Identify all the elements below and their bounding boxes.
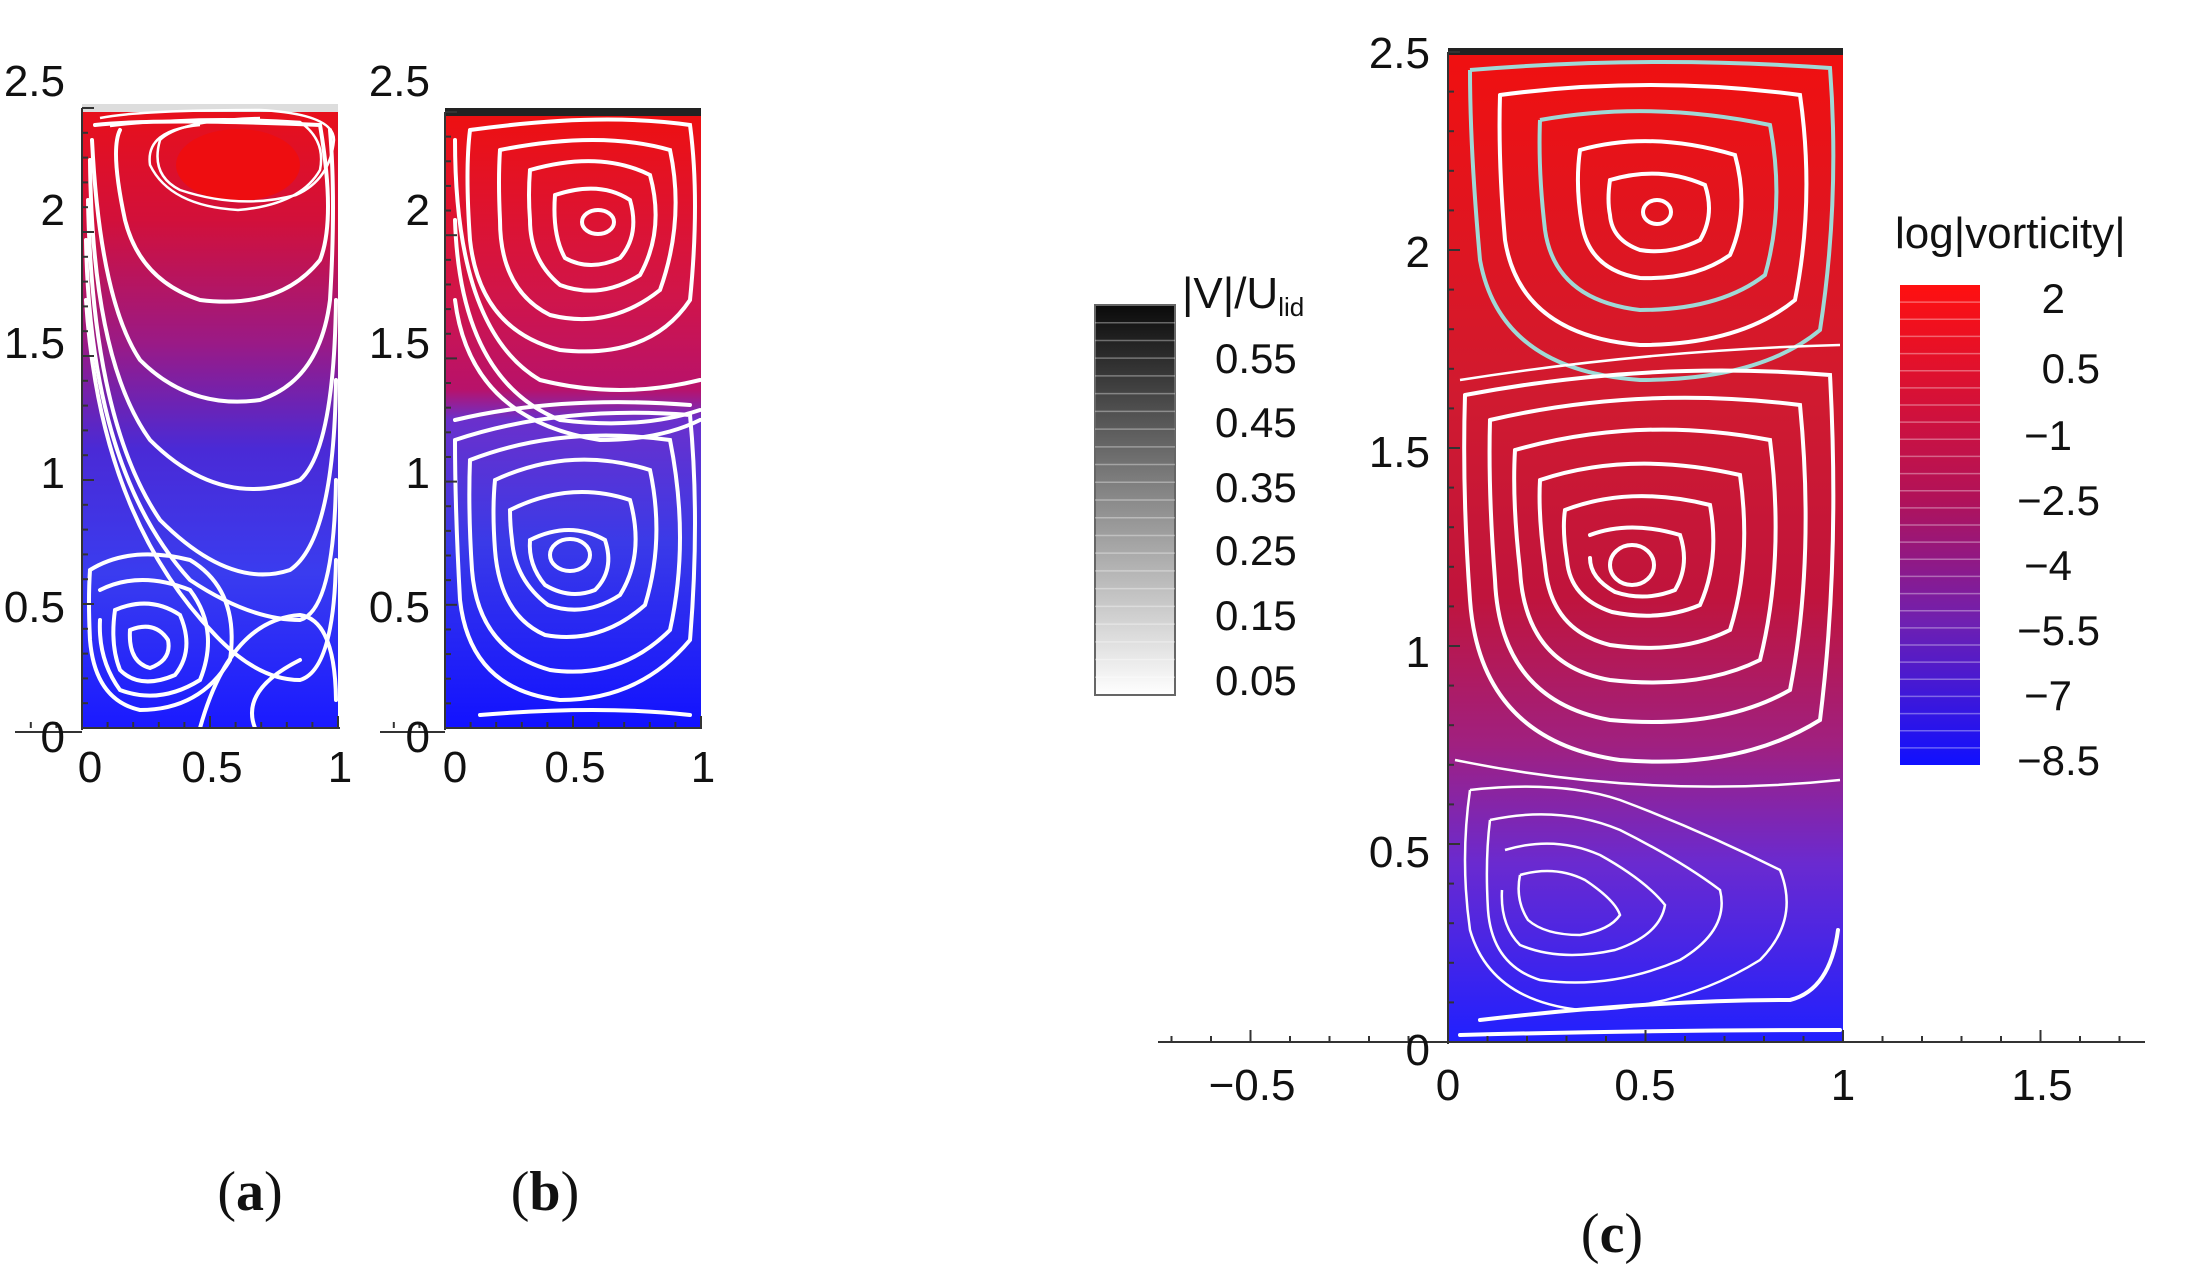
panel-b-x-tick-0: 0 (443, 743, 467, 792)
colorbar-vorticity-label-2: −1 (2024, 412, 2072, 459)
panel-b-ticks (392, 111, 702, 729)
colorbar-velocity-bands (1095, 321, 1175, 679)
colorbar-vorticity-label-5: −5.5 (2017, 607, 2100, 654)
panel-c-ticks (1170, 51, 2121, 1043)
panel-c-caption-letter: c (1600, 1203, 1625, 1265)
colorbar-velocity-title-subscript: lid (1278, 292, 1304, 322)
colorbar-velocity-label-0: 0.55 (1215, 335, 1297, 382)
colorbar-vorticity-label-1: 0.5 (2042, 345, 2100, 392)
panel-c-y-tick-1-5: 1.5 (1369, 428, 1430, 477)
panel-c-caption: (c) (1581, 1203, 1643, 1265)
colorbar-vorticity: log|vorticity| 2 0.5 −1 −2.5 −4 −5.5 −7 … (1895, 209, 2126, 784)
panel-b-y-tick-0-5: 0.5 (369, 583, 430, 632)
colorbar-vorticity-title: log|vorticity| (1895, 209, 2126, 258)
panel-a-top-vortex-core (176, 129, 300, 201)
colorbar-velocity-bar (1094, 304, 1176, 696)
colorbar-vorticity-bands (1900, 301, 1980, 749)
panel-c-y-tick-0: 0 (1406, 1026, 1430, 1075)
panel-a-x-tick-0: 0 (78, 743, 102, 792)
panel-b-caption-letter: b (529, 1161, 560, 1223)
panel-c-y-tick-1: 1 (1406, 628, 1430, 677)
panel-a-ticks (29, 107, 339, 729)
panel-a-streamlines (84, 108, 338, 730)
colorbar-vorticity-label-7: −8.5 (2017, 737, 2100, 784)
panel-b: 0 0.5 1 1.5 2 2.5 0 0.5 1 (b) (369, 57, 715, 1223)
panel-a: 0 0.5 1 1.5 2 2.5 0 0.5 1 (a) (4, 57, 352, 1223)
panel-c-x-tick-0-5: 0.5 (1614, 1061, 1675, 1110)
panel-a-caption-letter: a (236, 1161, 264, 1223)
panel-b-x-tick-0-5: 0.5 (544, 743, 605, 792)
panel-b-lid (445, 108, 701, 116)
panel-b-streamlines (453, 117, 702, 717)
colorbar-vorticity-bar (1900, 285, 1980, 765)
panel-c-y-tick-0-5: 0.5 (1369, 828, 1430, 877)
colorbar-velocity-title-main: |V|/U (1182, 269, 1278, 318)
panel-a-caption: (a) (217, 1161, 282, 1223)
colorbar-vorticity-label-6: −7 (2024, 672, 2072, 719)
panel-c-x-tick-1-5: 1.5 (2011, 1061, 2072, 1110)
panel-a-y-tick-0: 0 (41, 713, 65, 762)
colorbar-velocity-label-4: 0.15 (1215, 592, 1297, 639)
panel-b-y-tick-1: 1 (406, 449, 430, 498)
panel-b-y-tick-1-5: 1.5 (369, 319, 430, 368)
panel-a-y-tick-2-5: 2.5 (4, 57, 65, 106)
panel-c-x-tick-0: 0 (1436, 1061, 1460, 1110)
panel-a-x-tick-0-5: 0.5 (181, 743, 242, 792)
panel-c-x-tick-1: 1 (1831, 1061, 1855, 1110)
colorbar-vorticity-label-3: −2.5 (2017, 477, 2100, 524)
panel-b-y-tick-2: 2 (406, 186, 430, 235)
panel-c: 0 0.5 1 1.5 2 2.5 −0.5 0 0.5 1 1.5 (c) (1158, 29, 2145, 1265)
panel-a-lid (82, 104, 338, 112)
panel-a-y-tick-1-5: 1.5 (4, 319, 65, 368)
colorbar-velocity: |V|/Ulid 0.55 0.45 0.35 0.25 0.15 0.05 (1094, 269, 1304, 704)
panel-a-y-tick-2: 2 (41, 186, 65, 235)
panel-c-y-tick-2: 2 (1406, 228, 1430, 277)
panel-c-x-tick-minus-0-5: −0.5 (1209, 1061, 1296, 1110)
colorbar-velocity-label-3: 0.25 (1215, 527, 1297, 574)
colorbar-velocity-label-2: 0.35 (1215, 464, 1297, 511)
panel-b-y-tick-0: 0 (406, 713, 430, 762)
panel-c-lid (1448, 48, 1843, 55)
colorbar-velocity-title: |V|/Ulid (1182, 269, 1304, 322)
panel-b-x-tick-1: 1 (691, 743, 715, 792)
colorbar-velocity-label-1: 0.45 (1215, 399, 1297, 446)
colorbar-velocity-label-5: 0.05 (1215, 657, 1297, 704)
colorbar-vorticity-label-4: −4 (2024, 542, 2072, 589)
panel-b-y-tick-2-5: 2.5 (369, 57, 430, 106)
panel-a-y-tick-0-5: 0.5 (4, 583, 65, 632)
panel-c-streamlines (1454, 59, 1842, 1037)
colorbar-vorticity-label-0: 2 (2042, 275, 2065, 322)
panel-c-y-tick-2-5: 2.5 (1369, 29, 1430, 78)
panel-a-y-tick-1: 1 (41, 449, 65, 498)
panel-b-caption: (b) (511, 1161, 579, 1223)
panel-a-x-tick-1: 1 (328, 743, 352, 792)
